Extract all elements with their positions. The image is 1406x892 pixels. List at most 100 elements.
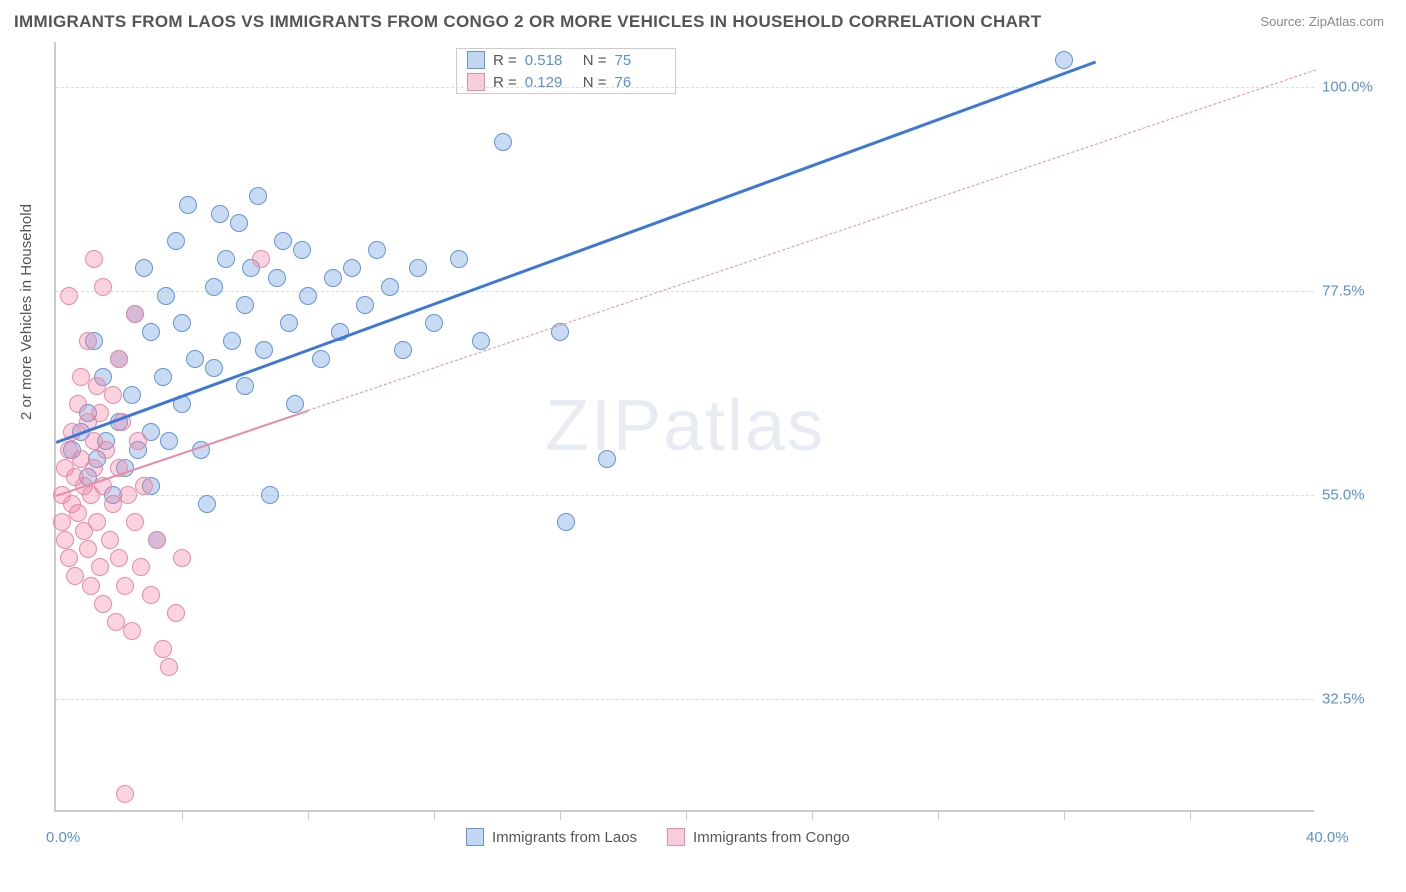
y-tick-label: 77.5% (1322, 283, 1392, 300)
data-point (101, 531, 119, 549)
data-point (60, 549, 78, 567)
data-point (274, 232, 292, 250)
data-point (116, 785, 134, 803)
data-point (236, 296, 254, 314)
data-point (598, 450, 616, 468)
data-point (472, 332, 490, 350)
data-point (126, 305, 144, 323)
x-tick (938, 810, 939, 820)
x-tick (560, 810, 561, 820)
data-point (110, 350, 128, 368)
data-point (94, 595, 112, 613)
source-label: Source: (1260, 14, 1305, 29)
data-point (409, 259, 427, 277)
y-axis-label: 2 or more Vehicles in Household (18, 204, 35, 420)
data-point (381, 278, 399, 296)
data-point (252, 250, 270, 268)
data-point (261, 486, 279, 504)
y-tick-label: 100.0% (1322, 79, 1392, 96)
data-point (116, 577, 134, 595)
x-tick (812, 810, 813, 820)
data-point (160, 432, 178, 450)
data-point (236, 377, 254, 395)
x-tick-label: 0.0% (46, 829, 80, 846)
data-point (123, 386, 141, 404)
data-point (186, 350, 204, 368)
data-point (173, 314, 191, 332)
data-point (91, 558, 109, 576)
trend-line (56, 60, 1096, 443)
stats-row: R =0.129N =76 (457, 71, 675, 93)
data-point (280, 314, 298, 332)
legend-item: Immigrants from Congo (667, 828, 850, 846)
legend-swatch (667, 828, 685, 846)
data-point (104, 386, 122, 404)
data-point (110, 549, 128, 567)
data-point (85, 459, 103, 477)
gridline (56, 699, 1314, 700)
source-link[interactable]: ZipAtlas.com (1309, 14, 1384, 29)
data-point (82, 577, 100, 595)
data-point (79, 540, 97, 558)
data-point (368, 241, 386, 259)
data-point (179, 196, 197, 214)
x-tick (1190, 810, 1191, 820)
data-point (425, 314, 443, 332)
data-point (157, 287, 175, 305)
r-value: 0.518 (525, 52, 575, 69)
data-point (299, 287, 317, 305)
data-point (135, 477, 153, 495)
data-point (142, 323, 160, 341)
series-swatch (467, 51, 485, 69)
x-tick (308, 810, 309, 820)
data-point (167, 604, 185, 622)
data-point (148, 531, 166, 549)
data-point (60, 287, 78, 305)
r-label: R = (493, 52, 517, 69)
data-point (88, 513, 106, 531)
x-tick (434, 810, 435, 820)
data-point (557, 513, 575, 531)
data-point (255, 341, 273, 359)
data-point (91, 404, 109, 422)
data-point (230, 214, 248, 232)
data-point (160, 658, 178, 676)
gridline (56, 495, 1314, 496)
trend-line (308, 69, 1316, 411)
data-point (135, 259, 153, 277)
data-point (343, 259, 361, 277)
data-point (154, 640, 172, 658)
data-point (494, 133, 512, 151)
y-tick-label: 55.0% (1322, 486, 1392, 503)
data-point (126, 513, 144, 531)
x-tick-label: 40.0% (1306, 829, 1349, 846)
data-point (1055, 51, 1073, 69)
n-label: N = (583, 52, 607, 69)
gridline (56, 291, 1314, 292)
data-point (223, 332, 241, 350)
legend-label: Immigrants from Laos (492, 829, 637, 846)
data-point (293, 241, 311, 259)
legend-item: Immigrants from Laos (466, 828, 637, 846)
data-point (69, 504, 87, 522)
data-point (268, 269, 286, 287)
data-point (94, 278, 112, 296)
data-point (217, 250, 235, 268)
y-tick-label: 32.5% (1322, 690, 1392, 707)
data-point (249, 187, 267, 205)
data-point (142, 586, 160, 604)
data-point (198, 495, 216, 513)
chart-title: IMMIGRANTS FROM LAOS VS IMMIGRANTS FROM … (14, 12, 1041, 32)
data-point (205, 278, 223, 296)
source-attribution: Source: ZipAtlas.com (1260, 14, 1384, 29)
scatter-chart: ZIPatlas R =0.518N =75R =0.129N =76 Immi… (54, 42, 1314, 812)
data-point (123, 622, 141, 640)
data-point (173, 549, 191, 567)
data-point (394, 341, 412, 359)
data-point (211, 205, 229, 223)
n-value: 75 (615, 52, 665, 69)
x-tick (1064, 810, 1065, 820)
data-point (324, 269, 342, 287)
legend-label: Immigrants from Congo (693, 829, 850, 846)
data-point (167, 232, 185, 250)
